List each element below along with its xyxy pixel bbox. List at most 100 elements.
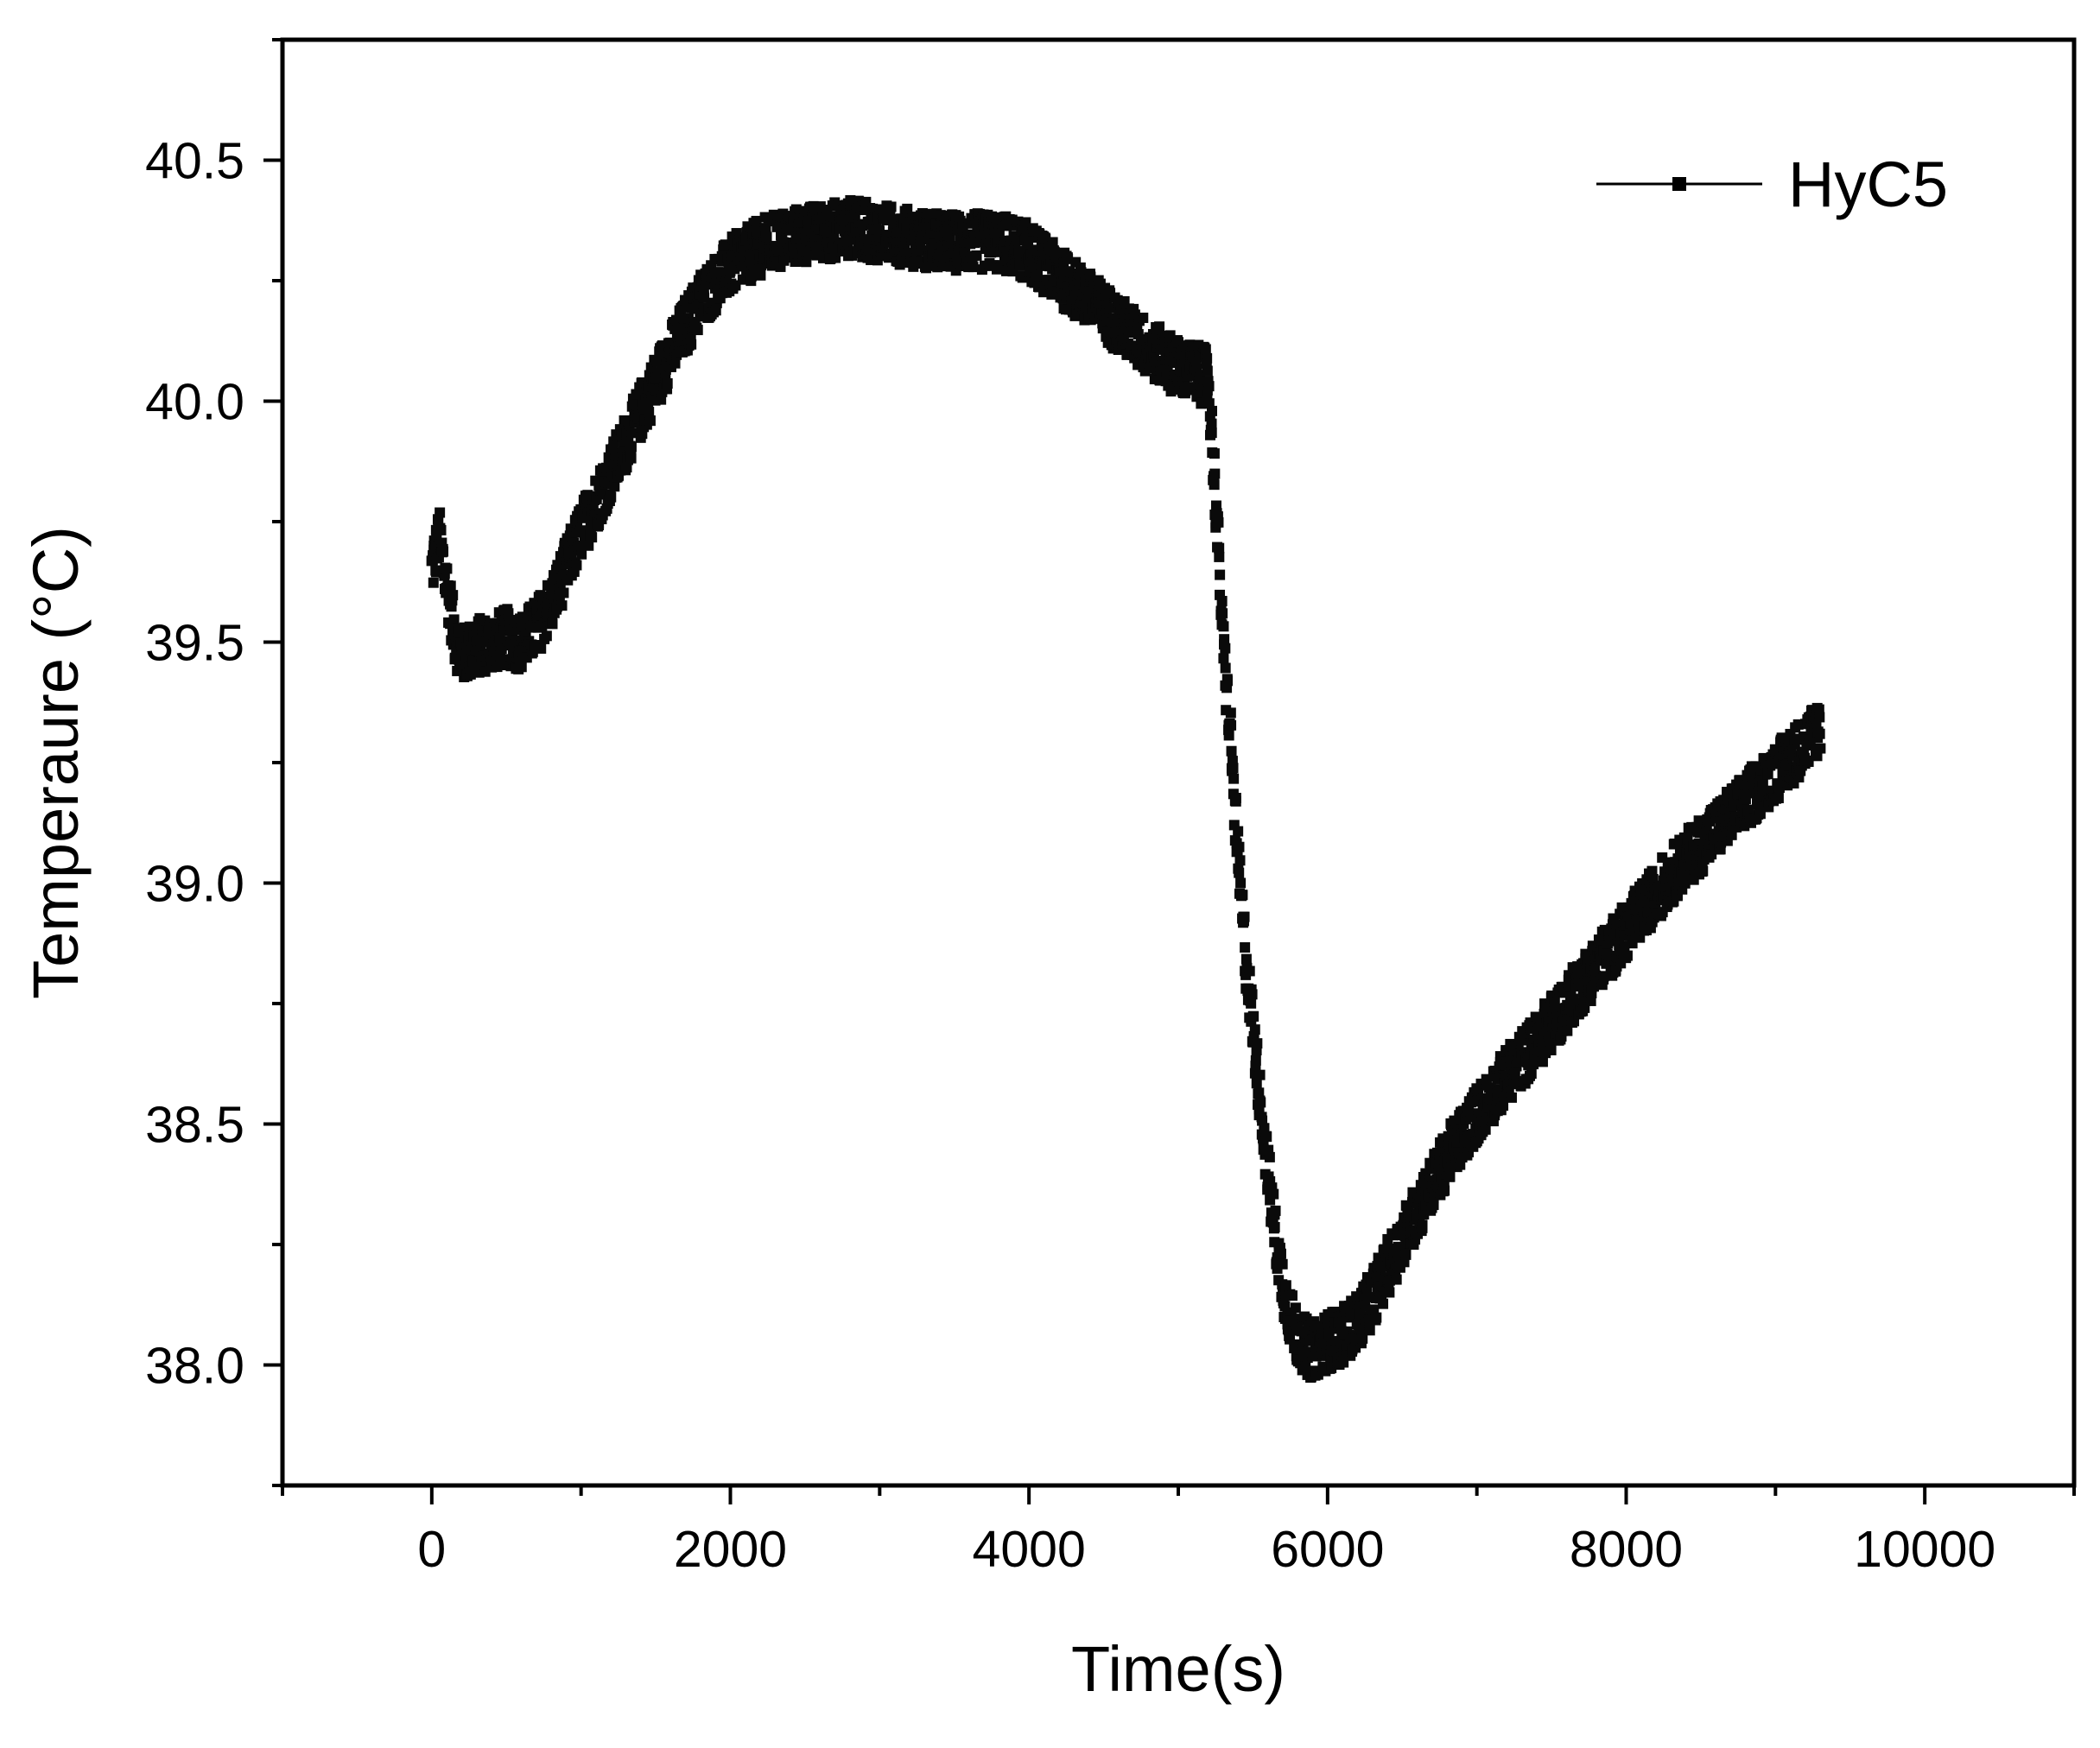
legend-marker <box>1672 177 1686 191</box>
series-markers <box>426 194 1826 1384</box>
data-point <box>839 215 850 226</box>
data-point <box>1444 1171 1456 1182</box>
data-point <box>1255 1097 1266 1108</box>
data-point <box>1246 998 1257 1009</box>
data-point <box>1275 1248 1286 1259</box>
data-point <box>761 231 772 243</box>
data-point <box>1545 1044 1557 1055</box>
y-tick-label: 39.5 <box>145 615 244 672</box>
data-point <box>1203 381 1215 392</box>
y-axis: 38.0 38.5 39.0 39.5 40.0 40.5 <box>145 38 282 1487</box>
data-point <box>1270 1205 1281 1216</box>
data-point <box>1619 940 1630 952</box>
data-point <box>1480 1124 1491 1135</box>
data-point <box>720 239 731 250</box>
data-point <box>571 560 582 571</box>
data-point <box>436 537 447 548</box>
data-point <box>1209 468 1221 479</box>
x-axis-title: Time(s) <box>1071 1633 1285 1705</box>
data-point <box>1277 1258 1288 1270</box>
data-point <box>644 415 656 427</box>
data-point <box>1537 1039 1548 1050</box>
data-point <box>1300 1361 1311 1372</box>
data-point <box>625 441 637 453</box>
data-point <box>1287 1290 1298 1302</box>
data-point <box>644 407 655 418</box>
data-point <box>1280 1280 1291 1291</box>
y-tick-label: 40.5 <box>145 133 244 190</box>
data-point <box>1226 719 1237 731</box>
data-point <box>1368 1304 1380 1315</box>
data-point <box>1214 551 1225 562</box>
data-point <box>878 206 889 217</box>
data-point <box>558 587 569 598</box>
data-point <box>587 532 598 543</box>
y-tick-label: 38.5 <box>145 1097 244 1154</box>
data-point <box>1206 428 1217 439</box>
x-tick-label: 10000 <box>1854 1521 1995 1578</box>
data-point <box>1233 826 1244 837</box>
data-point <box>751 215 762 226</box>
data-point <box>1234 841 1245 852</box>
data-point <box>1215 569 1226 580</box>
data-point <box>1234 855 1246 866</box>
data-point <box>1217 608 1228 619</box>
data-point <box>1646 865 1658 877</box>
data-point <box>1240 942 1251 953</box>
data-point <box>686 339 697 350</box>
data-point <box>1585 995 1596 1006</box>
data-point <box>1235 877 1247 889</box>
data-point <box>1439 1185 1450 1196</box>
legend-label: HyC5 <box>1788 149 1948 220</box>
data-point <box>1213 516 1224 528</box>
data-point <box>438 546 449 557</box>
data-point <box>547 618 558 630</box>
data-point <box>1362 1292 1374 1303</box>
data-point <box>968 262 979 273</box>
data-point <box>516 662 527 673</box>
data-point <box>1237 890 1248 901</box>
data-point <box>1032 269 1044 280</box>
data-point <box>1063 253 1074 264</box>
data-point <box>1391 1274 1402 1285</box>
data-point <box>1357 1333 1368 1344</box>
data-point <box>1209 479 1220 491</box>
data-point <box>1814 712 1825 723</box>
data-point <box>1216 595 1228 606</box>
data-point <box>1218 653 1229 664</box>
data-point <box>1253 1087 1265 1099</box>
data-point <box>1384 1287 1395 1298</box>
data-point <box>575 525 587 536</box>
data-point <box>1225 707 1236 719</box>
legend: HyC5 <box>1596 149 1948 220</box>
data-point <box>448 614 460 625</box>
y-tick-label: 38.0 <box>145 1338 244 1395</box>
data-point <box>1206 405 1217 416</box>
data-point <box>1697 865 1709 877</box>
data-point <box>1247 989 1258 1000</box>
data-point <box>1251 1078 1262 1089</box>
x-tick-label: 0 <box>417 1521 446 1578</box>
data-point <box>1254 1069 1266 1080</box>
data-point <box>1020 217 1031 228</box>
data-point <box>1220 662 1231 674</box>
data-point <box>1223 730 1234 741</box>
data-point <box>1249 1024 1260 1036</box>
data-point <box>902 203 913 214</box>
data-point <box>1364 1325 1375 1336</box>
data-point <box>885 201 897 212</box>
plot-area <box>426 194 1826 1384</box>
data-point <box>428 577 439 588</box>
data-point <box>1244 966 1255 977</box>
data-point <box>435 507 446 518</box>
data-point <box>1220 643 1231 654</box>
data-point <box>435 524 447 535</box>
data-point <box>1598 971 1609 982</box>
data-point <box>1268 1188 1279 1200</box>
data-point <box>576 548 587 560</box>
data-point <box>445 580 456 592</box>
data-point <box>699 292 710 303</box>
data-point <box>626 428 638 439</box>
data-point <box>1230 795 1241 807</box>
data-point <box>1259 1123 1270 1134</box>
